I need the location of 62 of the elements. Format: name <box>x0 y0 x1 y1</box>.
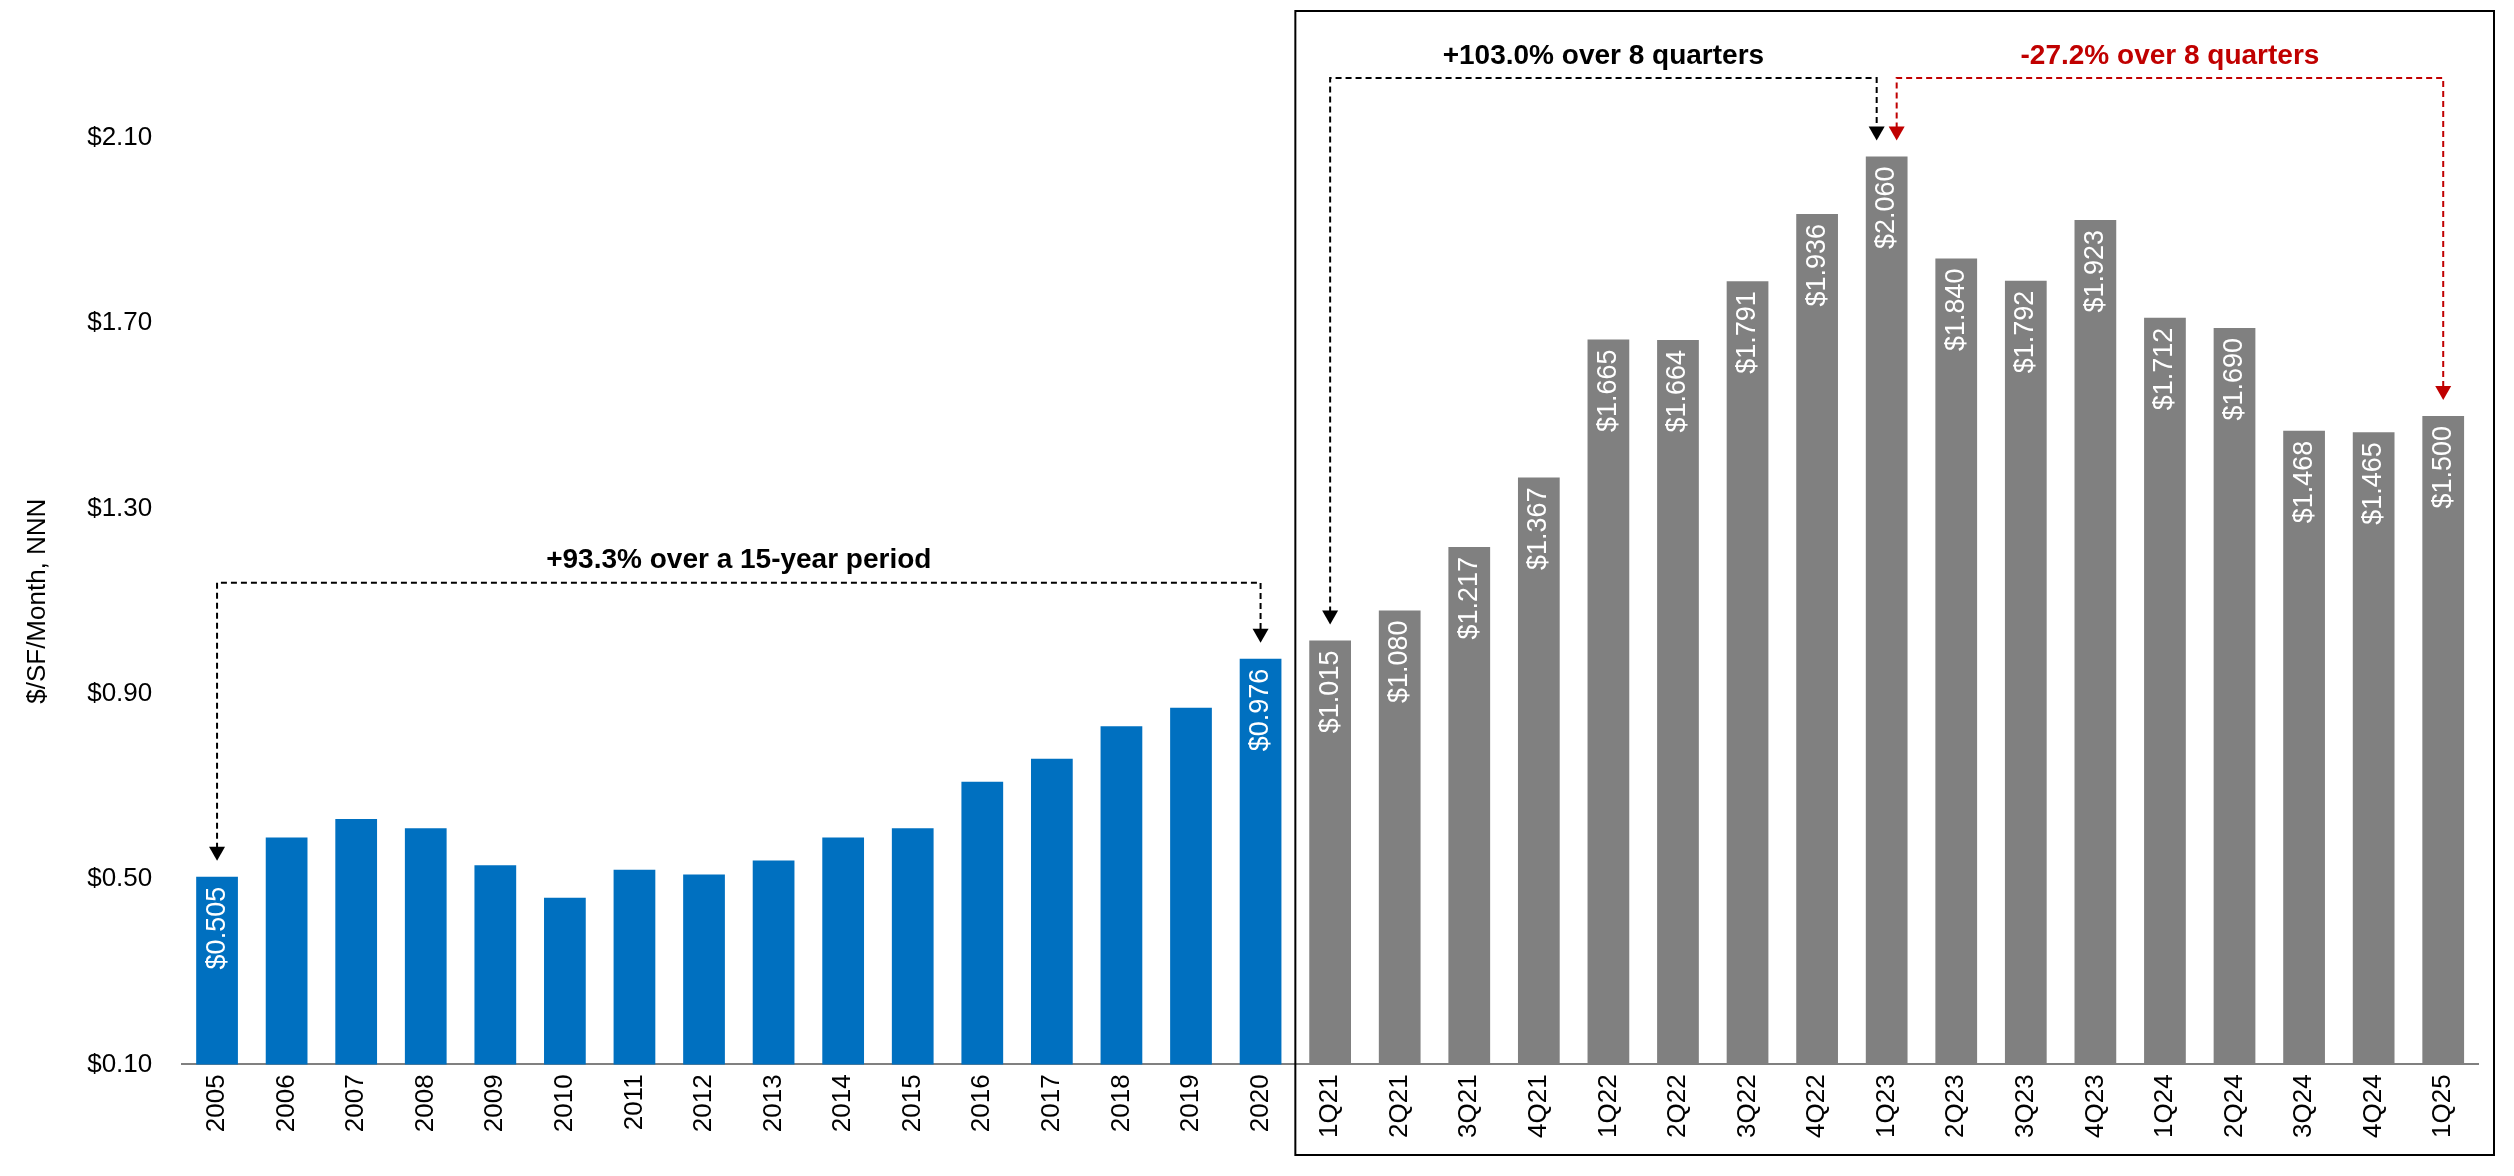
data-label: $1.465 <box>2357 442 2388 525</box>
x-tick-label: 4Q21 <box>1522 1074 1553 1139</box>
data-label: $1.468 <box>2287 440 2318 524</box>
x-tick-label: 2020 <box>1243 1074 1274 1133</box>
x-tick-label: 2014 <box>826 1074 857 1133</box>
x-tick-label: 1Q21 <box>1313 1074 1344 1139</box>
y-tick-label: $0.90 <box>87 677 153 708</box>
y-tick-label: $0.50 <box>87 862 153 893</box>
x-tick-label: 4Q22 <box>1800 1074 1831 1139</box>
data-label: $1.792 <box>2009 290 2040 374</box>
x-tick-label: 2016 <box>965 1074 996 1133</box>
x-tick-label: 2007 <box>339 1074 370 1133</box>
data-label: $1.791 <box>1730 291 1761 374</box>
x-tick-label: 2017 <box>1035 1074 1066 1133</box>
x-tick-label: 2011 <box>617 1074 648 1131</box>
data-label: $0.976 <box>1244 668 1275 752</box>
x-tick-label: 3Q24 <box>2287 1074 2318 1139</box>
x-tick-label: 1Q22 <box>1591 1074 1622 1139</box>
annotation: +93.3% over a 15-year period <box>546 543 932 575</box>
x-tick-label: 2Q24 <box>2217 1074 2248 1139</box>
x-tick-label: 2005 <box>200 1074 231 1133</box>
x-tick-label: 2012 <box>687 1074 718 1133</box>
x-tick-label: 3Q22 <box>1730 1074 1761 1139</box>
text: +103.0% over 8 quarters <box>1442 38 1765 70</box>
data-label: $1.690 <box>2217 337 2248 421</box>
x-tick-label: 4Q23 <box>2078 1074 2109 1139</box>
x-tick-label: 3Q23 <box>2008 1074 2039 1139</box>
y-axis-title: $/SF/Month, NNN <box>20 498 51 704</box>
text: -27.2% over 8 quarters <box>2020 38 2320 70</box>
data-label: $1.500 <box>2426 425 2457 509</box>
data-label: $1.217 <box>1452 557 1483 640</box>
x-tick-label: 2010 <box>548 1074 579 1133</box>
data-label: $1.936 <box>1800 223 1831 307</box>
y-tick-label: $1.30 <box>87 491 153 522</box>
data-label: $1.080 <box>1383 620 1414 704</box>
x-tick-label: 2009 <box>478 1074 509 1133</box>
data-label: $2.060 <box>1870 166 1901 250</box>
y-tick-label: $0.10 <box>87 1047 153 1078</box>
y-tick-label: $2.10 <box>87 121 153 152</box>
x-tick-label: 2015 <box>895 1074 926 1133</box>
x-tick-label: 2013 <box>756 1074 787 1133</box>
data-label: $0.505 <box>200 886 231 970</box>
x-tick-label: 1Q24 <box>2148 1074 2179 1139</box>
x-tick-label: 2006 <box>269 1074 300 1133</box>
x-tick-label: 1Q23 <box>1869 1074 1900 1139</box>
y-tick-label: $1.70 <box>87 306 153 337</box>
data-label: $1.664 <box>1661 349 1692 433</box>
x-tick-label: 4Q24 <box>2356 1074 2387 1139</box>
data-label: $1.923 <box>2078 229 2109 313</box>
x-tick-label: 2018 <box>1104 1074 1135 1133</box>
data-label: $1.665 <box>1591 349 1622 433</box>
x-tick-label: 2Q21 <box>1382 1074 1413 1139</box>
data-label: $1.367 <box>1522 487 1553 571</box>
x-tick-label: 2Q22 <box>1661 1074 1692 1139</box>
x-tick-label: 2008 <box>408 1074 439 1133</box>
x-tick-label: 2Q23 <box>1939 1074 1970 1139</box>
data-label: $1.840 <box>1939 268 1970 352</box>
x-tick-label: 1Q25 <box>2426 1074 2457 1139</box>
data-label: $1.712 <box>2148 327 2179 411</box>
data-label: $1.015 <box>1313 650 1344 734</box>
x-tick-label: 3Q21 <box>1452 1074 1483 1139</box>
x-tick-label: 2019 <box>1174 1074 1205 1133</box>
